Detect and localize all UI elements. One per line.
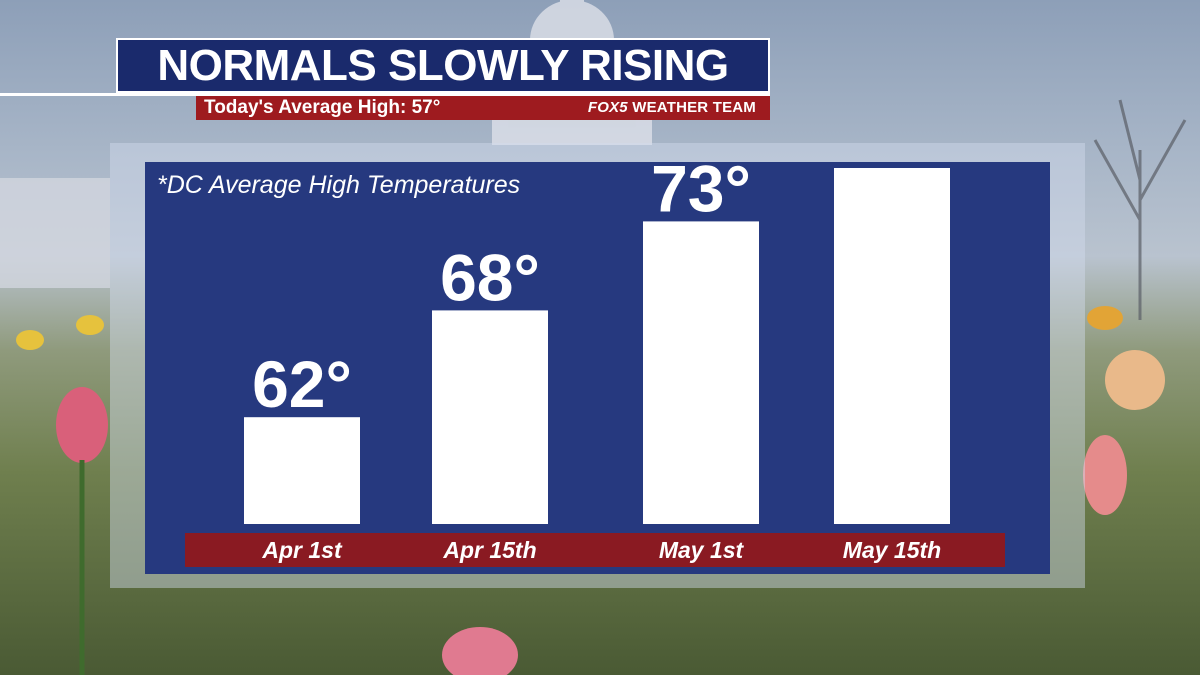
bar-value-label-2: 68° [440, 240, 540, 314]
chart-title: *DC Average High Temperatures [157, 171, 521, 199]
weather-team-label: WEATHER TEAM [632, 99, 756, 116]
bar-value-label-3: 73° [651, 162, 751, 225]
category-band [185, 533, 1005, 567]
category-label-2: Apr 15th [442, 537, 536, 563]
bar-1 [244, 417, 360, 524]
headline-text: NORMALS SLOWLY RISING [157, 41, 729, 90]
building-image [0, 178, 110, 288]
subtitle-text: Today's Average High: 57° [204, 97, 441, 118]
bar-chart: 62° Apr 1st 68° Apr 15th 73° May 1st 76° May 15… [185, 162, 1005, 567]
category-label-1: Apr 1st [261, 537, 343, 563]
headline-banner: NORMALS SLOWLY RISING [116, 38, 770, 93]
tree-image [1093, 99, 1187, 320]
header-divider [0, 93, 770, 96]
bar-4 [834, 168, 950, 524]
station-brand: FOX5 WEATHER TEAM [588, 96, 756, 120]
subtitle-banner: Today's Average High: 57° FOX5 WEATHER T… [196, 96, 770, 120]
tulips-image [16, 306, 1165, 675]
category-label-4: May 15th [843, 537, 941, 563]
fox5-logo: FOX5 [587, 99, 628, 116]
bar-value-label-1: 62° [252, 347, 352, 421]
bars-layer: 62° Apr 1st 68° Apr 15th 73° May 1st 76° May 15… [244, 162, 950, 563]
category-label-3: May 1st [659, 537, 745, 563]
chart-panel: 62° Apr 1st 68° Apr 15th 73° May 1st 76° May 15… [145, 162, 1050, 574]
bar-value-label-4: 76° [842, 162, 942, 172]
bar-3 [643, 221, 759, 524]
bar-2 [432, 310, 548, 524]
